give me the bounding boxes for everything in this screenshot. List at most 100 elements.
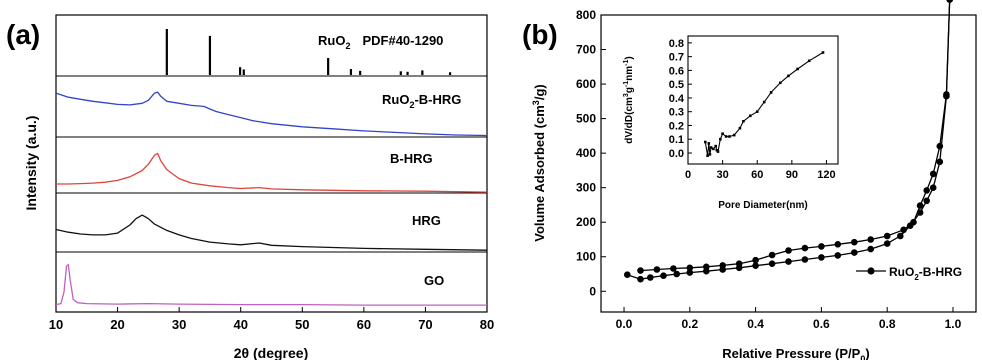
series-label: B-HRG	[390, 151, 433, 166]
inset-data-point	[807, 59, 811, 63]
legend-marker	[867, 267, 875, 275]
inset-data-point	[749, 114, 752, 118]
series-line	[56, 152, 488, 193]
inset-data-point	[708, 153, 712, 156]
y-tick-label: 100	[576, 250, 596, 264]
x-tick-label: 0.0	[616, 317, 633, 331]
data-point	[883, 240, 891, 247]
inset-data-point	[716, 150, 720, 153]
y-tick-label: 800	[576, 8, 596, 22]
y-axis-label: Intensity (a.u.)	[23, 116, 39, 211]
legend: RuO2-B-HRG	[856, 265, 962, 282]
inset-y-tick-label: 0.2	[669, 120, 684, 132]
inset-frame	[687, 35, 839, 165]
y-tick-label: 0	[589, 284, 596, 298]
data-point	[818, 254, 825, 261]
data-point	[768, 251, 776, 259]
data-point	[923, 197, 930, 205]
y-tick-label: 200	[576, 215, 596, 229]
x-tick-label: 0.4	[747, 317, 764, 331]
inset-data-point	[714, 144, 717, 148]
x-tick-label: 20	[110, 317, 124, 332]
isotherm-axes: 0.0 0.2 0.4 0.6 0.8 1.00100200300400500600700…	[576, 8, 962, 331]
x-tick-label: 80	[480, 317, 494, 332]
data-point	[752, 262, 759, 270]
inset-data-point	[709, 146, 713, 149]
series-label: RuO2-B-HRG	[382, 92, 461, 110]
data-point	[660, 272, 667, 280]
x-tick-label: 10	[49, 317, 63, 332]
x-tick-label: 70	[418, 317, 432, 332]
reference-pattern	[165, 29, 452, 75]
data-point	[929, 170, 937, 178]
x-tick-label: 1.0	[945, 317, 962, 331]
inset-x-tick-label: 120	[817, 169, 835, 181]
reference-label: RuO2 PDF#40-1290	[318, 33, 443, 51]
panel-a-frame	[55, 14, 488, 313]
isotherm-series	[624, 0, 953, 283]
inset-y-axis-label: dV/dD(cm3g-1nm-1)	[623, 56, 635, 144]
data-point	[867, 245, 874, 253]
inset-data-point	[738, 126, 742, 130]
panel-a-label: (a)	[6, 19, 40, 50]
data-point	[867, 236, 874, 243]
y-axis-label: Volume Adsorbed (cm3/g)	[531, 84, 547, 241]
inset-data-point	[704, 140, 707, 144]
inset-data-point	[728, 135, 731, 138]
y-tick-label: 500	[576, 112, 596, 126]
inset-data-point	[706, 154, 709, 157]
x-tick-label: 60	[357, 317, 371, 332]
x-tick-label: 0.8	[879, 317, 896, 331]
data-point	[703, 263, 710, 271]
inset-series	[704, 51, 825, 157]
y-tick-label: 600	[576, 77, 596, 91]
data-point	[735, 260, 743, 268]
y-tick-label: 700	[576, 43, 596, 57]
inset-y-tick-label: 0.0	[669, 148, 684, 160]
inset-y-tick-label: 0.5	[669, 79, 684, 91]
data-point	[883, 232, 891, 240]
data-point	[910, 218, 917, 226]
inset-x-tick-label: 30	[716, 169, 728, 181]
inset-y-tick-label: 0.4	[669, 93, 685, 105]
panel-a: (a) 10 20 30 40 50 60 70 80 RuO2 PDF#40-1290 RuO…	[6, 14, 494, 360]
inset-x-tick-label: 60	[751, 169, 763, 181]
data-point	[834, 252, 842, 259]
x-axis-label: 2θ (degree)	[234, 345, 308, 360]
inset-data-point	[779, 81, 782, 85]
series-label: GO	[424, 273, 444, 288]
series-line	[55, 91, 488, 137]
x-tick-label: 30	[172, 317, 186, 332]
x-axis-ticks: 10 20 30 40 50 60 70 80	[49, 307, 494, 332]
data-point	[929, 184, 937, 191]
data-point	[670, 265, 677, 272]
inset-x-tick-label: 90	[786, 169, 798, 181]
inset-data-point	[719, 137, 722, 141]
data-point	[686, 264, 694, 272]
inset-x-tick-label: 0	[685, 169, 691, 181]
xrd-series	[55, 91, 488, 306]
inset-y-tick-label: 0.6	[669, 65, 684, 77]
data-point	[637, 275, 644, 283]
data-point	[923, 187, 930, 194]
data-point	[851, 238, 858, 246]
inset: 0 30 60 90 120 0.0 0.1 0.20.3 0.4 0.5 0.60.7 0.8 Po…	[623, 35, 839, 211]
data-point	[936, 142, 944, 150]
inset-data-point	[821, 51, 825, 54]
data-point	[897, 232, 904, 240]
data-point	[653, 266, 661, 273]
x-tick-label: 0.2	[681, 317, 698, 331]
data-point	[785, 258, 792, 265]
x-axis-label: Relative Pressure (P/P0)	[722, 346, 869, 360]
inset-data-point	[796, 67, 799, 71]
data-point	[673, 270, 680, 278]
inset-data-point	[742, 120, 745, 123]
data-point	[834, 241, 842, 248]
data-point	[719, 262, 726, 269]
inset-data-point	[769, 91, 773, 94]
data-point	[752, 256, 759, 264]
inset-axes: 0 30 60 90 120 0.0 0.1 0.20.3 0.4 0.5 0.60.7 0.8	[669, 38, 836, 181]
data-point	[647, 274, 654, 281]
panel-b-frame	[600, 14, 977, 313]
